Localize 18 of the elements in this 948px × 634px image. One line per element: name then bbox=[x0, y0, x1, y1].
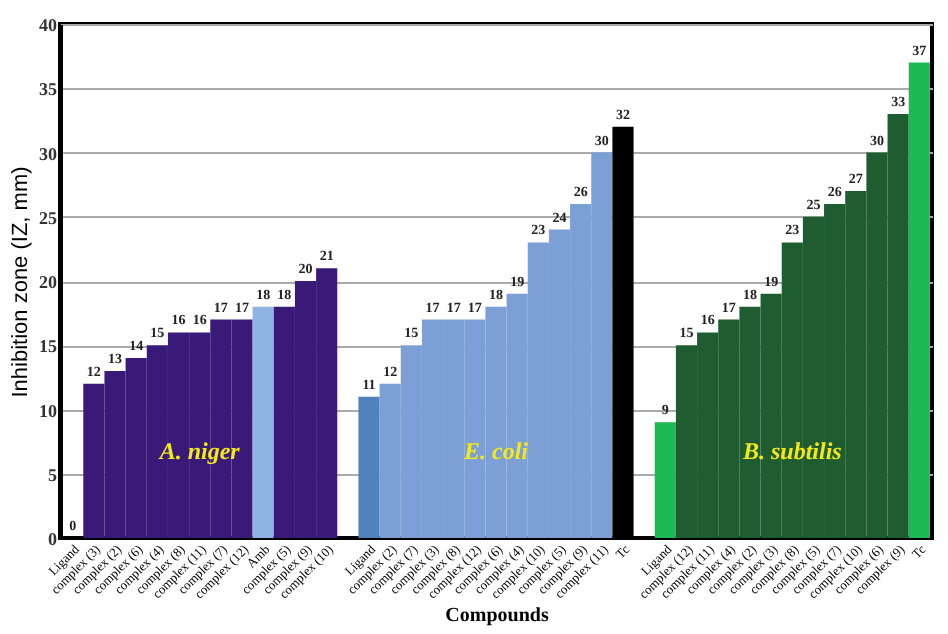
bar bbox=[654, 422, 676, 538]
y-tick-label: 10 bbox=[39, 400, 58, 421]
x-axis-title: Compounds bbox=[445, 605, 549, 628]
bar bbox=[358, 396, 380, 538]
y-tick-label: 5 bbox=[48, 464, 58, 485]
y-tick-label: 0 bbox=[48, 529, 58, 549]
y-tick-label: 25 bbox=[39, 207, 58, 228]
bar bbox=[908, 62, 930, 538]
annotation: B. subtilis bbox=[740, 436, 843, 465]
y-tick-label: 20 bbox=[39, 272, 58, 292]
y-tick-label: 15 bbox=[39, 336, 58, 357]
y-tick-label: 30 bbox=[39, 143, 58, 164]
y-tick-label: 35 bbox=[39, 79, 58, 100]
annotation: A. niger bbox=[157, 436, 241, 465]
bar bbox=[252, 306, 274, 538]
y-tick-label: 40 bbox=[39, 15, 58, 35]
y-axis-title: Inhibition zone (IZ, mm) bbox=[9, 166, 33, 398]
annotation: E. coli bbox=[462, 436, 530, 465]
